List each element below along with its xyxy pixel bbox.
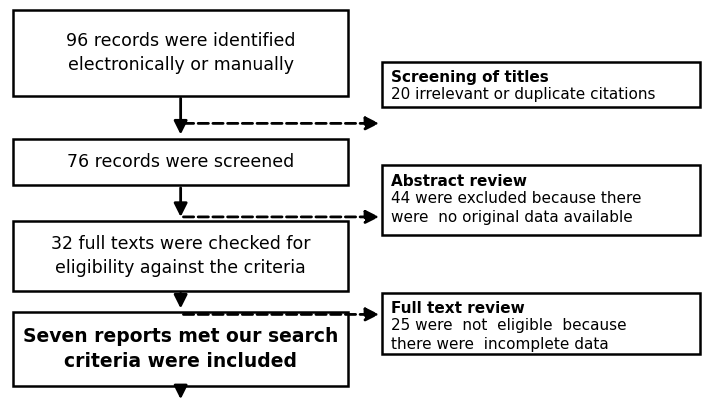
Text: 76 records were screened: 76 records were screened (67, 153, 294, 171)
Text: Screening of titles: Screening of titles (391, 70, 549, 86)
Text: 20 irrelevant or duplicate citations: 20 irrelevant or duplicate citations (391, 87, 655, 102)
Text: 25 were  not  eligible  because
there were  incomplete data: 25 were not eligible because there were … (391, 318, 627, 352)
Text: Seven reports met our search
criteria were included: Seven reports met our search criteria we… (23, 327, 338, 371)
Bar (13, 312, 348, 386)
Bar (382, 293, 700, 354)
Bar (382, 62, 700, 107)
Text: Abstract review: Abstract review (391, 174, 527, 189)
Text: 44 were excluded because there
were  no original data available: 44 were excluded because there were no o… (391, 191, 642, 225)
Bar (13, 139, 348, 185)
Text: 96 records were identified
electronically or manually: 96 records were identified electronicall… (66, 32, 296, 74)
Bar (13, 10, 348, 96)
Text: Full text review: Full text review (391, 301, 525, 316)
Text: 32 full texts were checked for
eligibility against the criteria: 32 full texts were checked for eligibili… (51, 235, 311, 277)
Bar (13, 221, 348, 291)
Bar (382, 165, 700, 235)
